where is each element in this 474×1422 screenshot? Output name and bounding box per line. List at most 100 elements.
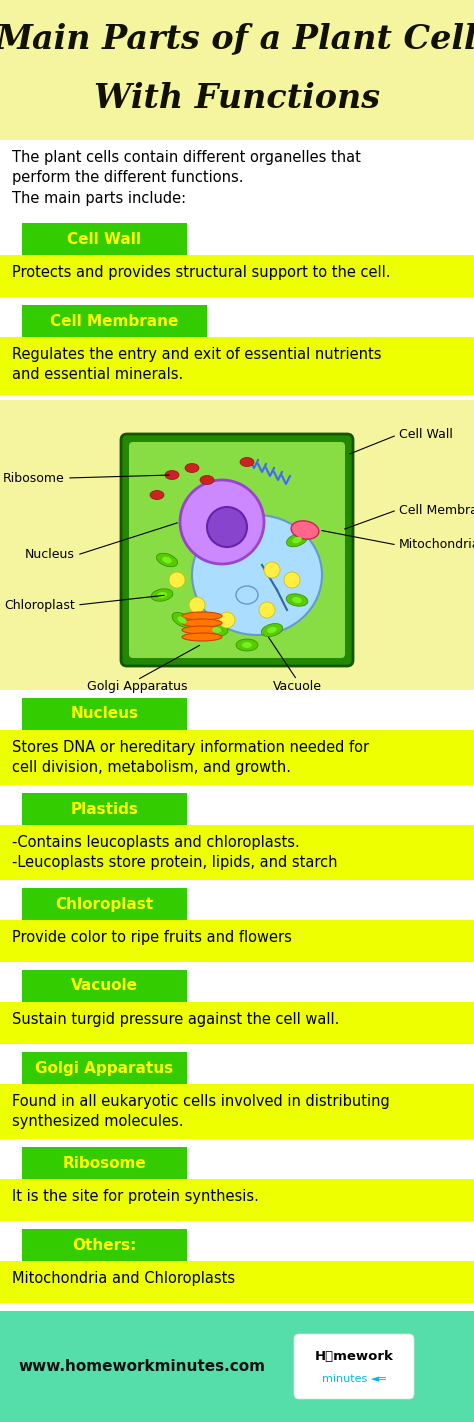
- Bar: [0, 400, 474, 690]
- Ellipse shape: [182, 611, 222, 620]
- Ellipse shape: [192, 515, 322, 636]
- Bar: [0, 963, 474, 970]
- Text: Protects and provides structural support to the cell.: Protects and provides structural support…: [12, 264, 391, 280]
- Ellipse shape: [291, 520, 319, 539]
- Bar: [22, 223, 187, 255]
- Text: Nucleus: Nucleus: [71, 707, 138, 721]
- Ellipse shape: [212, 627, 222, 633]
- Text: Provide color to ripe fruits and flowers: Provide color to ripe fruits and flowers: [12, 930, 292, 946]
- Text: Cell Membrane: Cell Membrane: [399, 503, 474, 516]
- Ellipse shape: [151, 589, 173, 602]
- Bar: [0, 337, 474, 395]
- Bar: [0, 1003, 474, 1044]
- Text: Chloroplast: Chloroplast: [4, 599, 75, 611]
- Bar: [0, 139, 474, 215]
- Bar: [0, 255, 474, 297]
- Text: -Contains leucoplasts and chloroplasts.
-Leucoplasts store protein, lipids, and : -Contains leucoplasts and chloroplasts. …: [12, 835, 337, 870]
- Bar: [22, 304, 207, 337]
- Text: Plastids: Plastids: [71, 802, 138, 816]
- Text: Others:: Others:: [73, 1237, 137, 1253]
- Circle shape: [264, 562, 280, 577]
- Ellipse shape: [165, 471, 179, 479]
- Text: Mitochondria and Chloroplasts: Mitochondria and Chloroplasts: [12, 1271, 235, 1285]
- Text: Sustain turgid pressure against the cell wall.: Sustain turgid pressure against the cell…: [12, 1012, 339, 1027]
- Ellipse shape: [286, 594, 308, 606]
- Ellipse shape: [185, 464, 199, 472]
- Bar: [0, 395, 474, 400]
- FancyBboxPatch shape: [129, 442, 345, 658]
- Circle shape: [189, 597, 205, 613]
- Circle shape: [219, 611, 235, 629]
- Bar: [22, 1148, 187, 1179]
- Circle shape: [284, 572, 300, 589]
- Bar: [0, 1044, 474, 1052]
- Text: Cell Wall: Cell Wall: [67, 232, 142, 246]
- Bar: [0, 1311, 474, 1422]
- Text: Regulates the entry and exit of essential nutrients
and essential minerals.: Regulates the entry and exit of essentia…: [12, 347, 382, 383]
- Bar: [22, 1052, 187, 1084]
- Bar: [0, 920, 474, 963]
- Text: Golgi Apparatus: Golgi Apparatus: [87, 680, 187, 693]
- Ellipse shape: [267, 627, 277, 633]
- Text: Main Parts of a Plant Cell: Main Parts of a Plant Cell: [0, 21, 474, 55]
- FancyBboxPatch shape: [294, 1334, 414, 1399]
- Bar: [0, 825, 474, 880]
- Circle shape: [259, 602, 275, 619]
- Circle shape: [207, 508, 247, 547]
- Bar: [0, 1179, 474, 1221]
- Bar: [0, 690, 474, 698]
- Circle shape: [169, 572, 185, 589]
- Ellipse shape: [242, 641, 252, 648]
- Text: The plant cells contain different organelles that
perform the different function: The plant cells contain different organe…: [12, 149, 361, 206]
- Bar: [0, 215, 474, 223]
- Bar: [22, 793, 187, 825]
- Text: Cell Wall: Cell Wall: [399, 428, 453, 441]
- Text: Vacuole: Vacuole: [71, 978, 138, 994]
- Text: www.homeworkminutes.com: www.homeworkminutes.com: [18, 1359, 265, 1374]
- Ellipse shape: [177, 616, 187, 624]
- Text: Nucleus: Nucleus: [25, 549, 75, 562]
- Text: Ribosome: Ribosome: [63, 1156, 146, 1170]
- Ellipse shape: [157, 592, 167, 599]
- Bar: [22, 1229, 187, 1261]
- Text: minutes ◄═: minutes ◄═: [322, 1374, 386, 1384]
- Ellipse shape: [182, 619, 222, 627]
- Ellipse shape: [162, 556, 172, 563]
- Bar: [0, 1261, 474, 1303]
- Bar: [0, 0, 474, 139]
- Text: Chloroplast: Chloroplast: [55, 896, 154, 912]
- Text: HⓄmework: HⓄmework: [315, 1349, 393, 1364]
- Ellipse shape: [150, 491, 164, 499]
- Bar: [0, 880, 474, 887]
- Text: It is the site for protein synthesis.: It is the site for protein synthesis.: [12, 1189, 259, 1204]
- Bar: [0, 1303, 474, 1311]
- Ellipse shape: [200, 475, 214, 485]
- Bar: [22, 887, 187, 920]
- Text: Golgi Apparatus: Golgi Apparatus: [36, 1061, 173, 1075]
- Ellipse shape: [292, 536, 302, 543]
- Ellipse shape: [292, 597, 302, 603]
- Ellipse shape: [172, 613, 192, 627]
- Bar: [0, 729, 474, 785]
- Ellipse shape: [236, 638, 258, 651]
- Bar: [0, 1221, 474, 1229]
- FancyBboxPatch shape: [121, 434, 353, 665]
- Text: Found in all eukaryotic cells involved in distributing
synthesized molecules.: Found in all eukaryotic cells involved i…: [12, 1094, 390, 1129]
- Ellipse shape: [286, 533, 308, 547]
- Circle shape: [180, 481, 264, 565]
- Text: Cell Membrane: Cell Membrane: [50, 313, 179, 328]
- Bar: [0, 785, 474, 793]
- Bar: [0, 297, 474, 304]
- Text: Stores DNA or hereditary information needed for
cell division, metabolism, and g: Stores DNA or hereditary information nee…: [12, 739, 369, 775]
- Ellipse shape: [261, 623, 283, 637]
- Ellipse shape: [206, 624, 228, 636]
- Bar: [22, 970, 187, 1003]
- Text: Ribosome: Ribosome: [3, 472, 65, 485]
- Bar: [0, 1139, 474, 1148]
- Ellipse shape: [240, 458, 254, 466]
- Text: Mitochondria: Mitochondria: [399, 539, 474, 552]
- Text: With Functions: With Functions: [94, 82, 380, 115]
- Bar: [22, 698, 187, 729]
- Ellipse shape: [156, 553, 178, 567]
- Ellipse shape: [182, 633, 222, 641]
